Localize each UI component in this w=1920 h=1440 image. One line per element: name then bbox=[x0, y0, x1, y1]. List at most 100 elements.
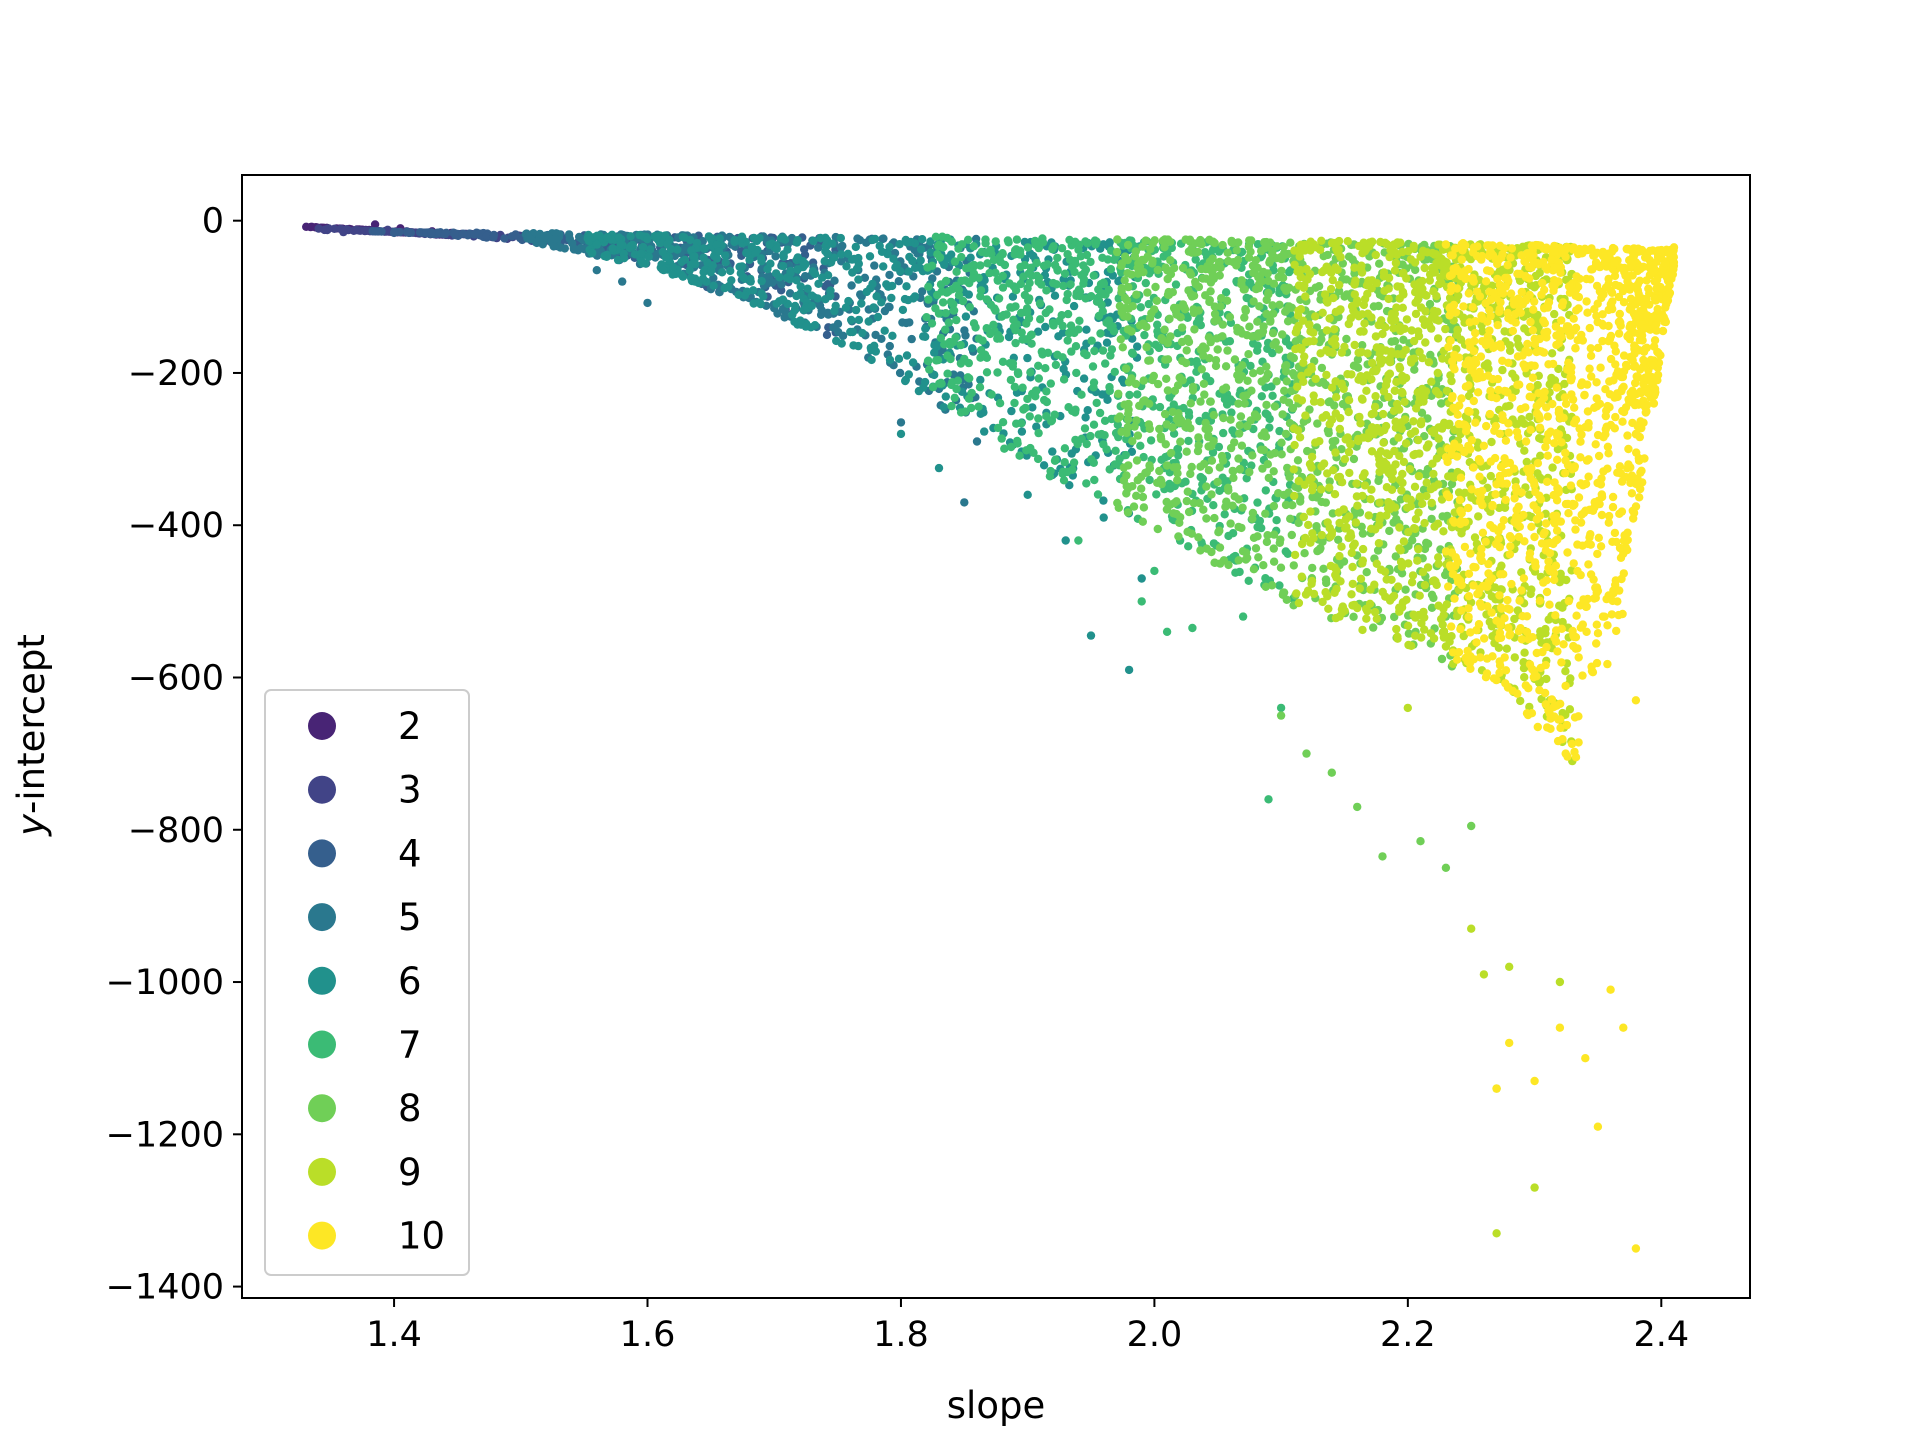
data-point bbox=[1303, 446, 1312, 456]
data-point bbox=[1503, 308, 1512, 318]
data-point bbox=[1238, 612, 1248, 621]
data-point bbox=[1263, 531, 1272, 540]
data-point bbox=[1071, 435, 1080, 445]
data-point bbox=[1353, 501, 1362, 510]
data-point bbox=[1221, 362, 1231, 371]
data-point bbox=[1519, 574, 1529, 583]
data-point bbox=[1391, 423, 1401, 432]
data-point bbox=[1404, 247, 1413, 256]
data-point bbox=[1280, 386, 1289, 395]
data-point bbox=[898, 305, 908, 315]
data-point bbox=[1175, 373, 1184, 382]
data-point bbox=[1260, 428, 1269, 437]
data-point bbox=[1586, 344, 1596, 353]
data-point bbox=[1392, 240, 1402, 249]
data-point bbox=[1319, 377, 1328, 386]
data-point bbox=[1173, 476, 1182, 485]
data-point bbox=[1205, 257, 1215, 266]
data-point bbox=[1321, 498, 1331, 507]
data-point bbox=[885, 302, 894, 312]
data-point bbox=[1268, 328, 1278, 338]
data-point bbox=[1316, 245, 1325, 254]
data-point bbox=[1063, 250, 1072, 259]
data-point bbox=[1409, 417, 1418, 426]
data-point bbox=[1547, 695, 1557, 704]
data-point bbox=[1300, 549, 1309, 558]
data-point bbox=[1350, 269, 1359, 278]
data-point bbox=[1176, 416, 1186, 425]
data-point bbox=[918, 287, 927, 296]
data-point bbox=[1550, 309, 1559, 319]
data-point bbox=[1372, 559, 1382, 568]
data-point bbox=[643, 298, 652, 308]
data-point bbox=[1269, 467, 1278, 476]
data-point bbox=[1235, 421, 1245, 430]
data-point bbox=[900, 294, 910, 304]
data-point bbox=[1133, 269, 1143, 278]
data-point bbox=[1399, 537, 1409, 546]
data-point bbox=[717, 268, 727, 277]
data-point bbox=[1416, 420, 1426, 429]
data-point bbox=[1007, 303, 1017, 312]
data-point bbox=[602, 233, 612, 242]
data-point bbox=[1062, 467, 1072, 477]
data-point bbox=[1102, 338, 1112, 347]
data-point bbox=[1415, 591, 1424, 600]
data-point bbox=[1434, 434, 1443, 443]
data-point bbox=[1228, 529, 1238, 538]
data-point bbox=[1065, 235, 1074, 245]
data-point bbox=[1139, 503, 1149, 512]
data-point bbox=[939, 403, 948, 412]
data-point bbox=[1426, 629, 1436, 638]
data-point bbox=[1552, 383, 1562, 392]
data-point bbox=[1209, 501, 1218, 510]
data-point bbox=[1034, 374, 1044, 383]
data-point bbox=[998, 283, 1008, 292]
data-point bbox=[1288, 501, 1297, 510]
data-point bbox=[888, 331, 897, 340]
data-point bbox=[1114, 277, 1123, 286]
data-point bbox=[1408, 536, 1417, 545]
data-point bbox=[1238, 503, 1247, 512]
data-point bbox=[1059, 476, 1069, 485]
data-point bbox=[1089, 420, 1099, 429]
data-point bbox=[339, 227, 348, 237]
data-point bbox=[993, 423, 1003, 433]
data-point bbox=[1016, 279, 1025, 289]
data-point bbox=[1105, 238, 1114, 247]
data-point bbox=[1206, 397, 1215, 406]
data-point bbox=[982, 295, 991, 304]
data-point bbox=[1103, 395, 1112, 404]
data-point bbox=[614, 233, 624, 242]
data-point bbox=[1347, 548, 1357, 558]
data-point bbox=[742, 248, 751, 258]
points-layer bbox=[302, 220, 1679, 1253]
data-point bbox=[1163, 290, 1173, 299]
data-point bbox=[1378, 409, 1388, 419]
data-point bbox=[1171, 306, 1181, 315]
data-point bbox=[1137, 484, 1146, 493]
data-point bbox=[1547, 349, 1557, 358]
data-point bbox=[1564, 596, 1574, 606]
data-point bbox=[1347, 370, 1356, 379]
data-point bbox=[1269, 309, 1278, 318]
data-point bbox=[1173, 381, 1183, 390]
data-point bbox=[1229, 258, 1238, 267]
data-point bbox=[810, 269, 820, 279]
data-point bbox=[1264, 276, 1273, 286]
data-point bbox=[636, 249, 646, 258]
data-point bbox=[1385, 526, 1394, 536]
data-point bbox=[1053, 253, 1062, 263]
data-point bbox=[1494, 643, 1504, 652]
data-point bbox=[1556, 572, 1566, 582]
data-point bbox=[1176, 437, 1185, 446]
data-point bbox=[879, 262, 888, 271]
data-point bbox=[1233, 327, 1242, 336]
data-point bbox=[1441, 324, 1450, 334]
data-point bbox=[1290, 440, 1299, 450]
data-point bbox=[1234, 399, 1243, 408]
data-point bbox=[1358, 529, 1368, 538]
series-10 bbox=[1441, 239, 1679, 1253]
data-point bbox=[1490, 583, 1500, 592]
data-point bbox=[1366, 495, 1375, 504]
